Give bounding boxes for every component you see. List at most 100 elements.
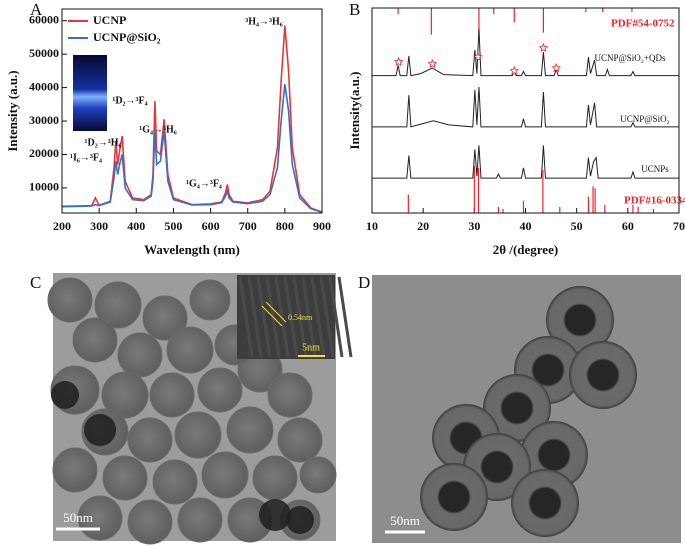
inset-annotation: 0.54nm — [288, 313, 313, 322]
panel-label: C — [30, 273, 41, 292]
core — [502, 393, 532, 423]
tem-image: 0.54nm 5nm 50nm — [47, 273, 353, 545]
lattice — [310, 276, 326, 358]
x-tick-label: 30 — [468, 219, 480, 233]
x-axis-label: 2θ /(degree) — [493, 242, 558, 257]
scale-label: 50nm — [63, 510, 93, 525]
particle — [267, 372, 313, 418]
core — [565, 305, 595, 335]
particle — [52, 447, 98, 493]
annotation: ¹I₆→³F₄ — [70, 152, 102, 163]
lattice — [328, 276, 344, 358]
legend-label: UCNP@SiO₂ — [93, 30, 161, 44]
lattice — [292, 276, 308, 358]
x-tick-label: 800 — [276, 219, 294, 233]
particle — [117, 332, 163, 378]
core — [530, 488, 560, 518]
y-tick-label: 20000 — [29, 146, 59, 160]
panel-label: B — [349, 0, 360, 19]
particle — [152, 459, 198, 505]
fringe-mark — [261, 305, 283, 327]
series-line — [372, 145, 679, 179]
particle — [174, 411, 222, 459]
x-tick-label: 50 — [571, 219, 583, 233]
particle — [142, 295, 188, 341]
particle — [166, 326, 214, 374]
core — [588, 360, 618, 390]
particle — [127, 499, 173, 545]
particle — [127, 417, 173, 463]
x-tick-label: 400 — [127, 219, 145, 233]
x-tick-label: 200 — [53, 219, 71, 233]
particle — [72, 317, 118, 363]
annotation: ¹D₂→³F₄ — [112, 95, 147, 106]
y-tick-label: 10000 — [29, 180, 59, 194]
x-tick-label: 10 — [366, 219, 378, 233]
x-axis-label: Wavelength (nm) — [144, 242, 240, 257]
y-tick-label: 60000 — [29, 12, 59, 26]
series-label: UCNP@SiO₂ — [620, 114, 669, 124]
series-line — [372, 86, 679, 128]
peak-marker — [473, 51, 483, 62]
y-tick-label: 50000 — [29, 46, 59, 60]
inset-scale-label: 5nm — [302, 342, 320, 353]
plot-frame — [61, 8, 323, 214]
particle-dark — [286, 506, 314, 534]
x-tick-label: 40 — [520, 219, 532, 233]
annotation: ¹D₂→³H₆ — [85, 137, 122, 148]
x-tick-label: 500 — [164, 219, 182, 233]
lattice — [256, 276, 272, 358]
panel-label: D — [358, 273, 370, 292]
series-line — [61, 84, 323, 214]
panel-label: A — [30, 0, 43, 19]
particle — [94, 281, 142, 329]
peak-marker — [509, 65, 520, 76]
lattice — [301, 276, 317, 358]
legend-label: UCNP — [93, 13, 126, 27]
particle — [201, 451, 249, 499]
peak-marker — [551, 63, 561, 73]
annotation: ³H₄→³H₆ — [245, 16, 283, 27]
x-tick-label: 700 — [239, 219, 257, 233]
x-tick-label: 600 — [202, 219, 220, 233]
y-tick-label: 30000 — [29, 113, 59, 127]
core — [439, 482, 469, 512]
particle-dark — [259, 499, 291, 531]
core — [539, 440, 569, 470]
annotation: ¹G₄→³F₄ — [186, 178, 222, 189]
lattice — [247, 276, 263, 358]
lattice — [274, 276, 290, 358]
particle — [277, 417, 323, 463]
inset-photo — [73, 55, 107, 131]
particle — [101, 371, 149, 419]
reference-label: PDF#54-0752 — [611, 18, 675, 30]
lattice — [283, 276, 299, 358]
fringe-mark — [265, 301, 287, 323]
plot-frame — [371, 7, 680, 214]
particle-dark — [84, 414, 116, 446]
core — [533, 355, 563, 385]
series-label: UCNPs — [641, 164, 669, 174]
particle-dark — [51, 381, 79, 409]
particle — [226, 406, 274, 454]
core — [482, 452, 512, 482]
reference-label: PDF#16-0334 — [624, 195, 685, 207]
peak-marker — [393, 56, 404, 66]
particle — [197, 367, 243, 413]
x-tick-label: 900 — [313, 219, 331, 233]
tem-image: 50nm — [372, 275, 681, 543]
particle — [189, 279, 231, 321]
lattice — [319, 276, 335, 358]
particle — [149, 372, 195, 418]
particle — [177, 497, 223, 543]
scale-label: 50nm — [390, 513, 420, 528]
peak-marker — [538, 42, 549, 53]
particle — [47, 277, 93, 323]
x-tick-label: 300 — [90, 219, 108, 233]
y-tick-label: 40000 — [29, 79, 59, 93]
particle — [299, 456, 337, 494]
lattice — [337, 276, 353, 358]
series-line — [372, 28, 679, 77]
